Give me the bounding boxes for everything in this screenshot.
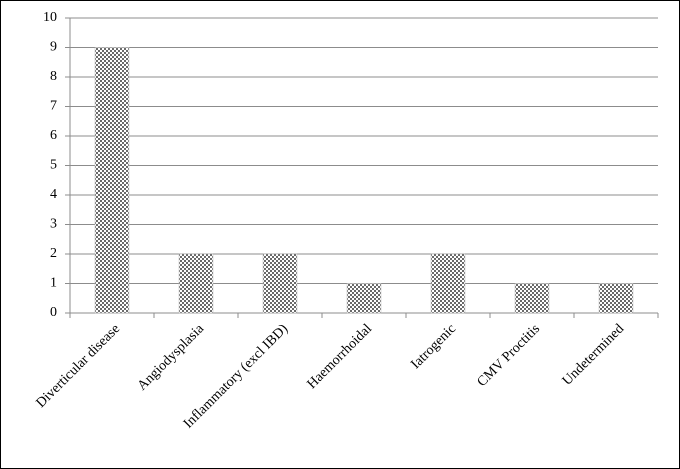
bar: [94, 47, 130, 314]
y-tick-label: 8: [50, 69, 57, 84]
bar: [598, 283, 634, 314]
y-tick-label: 4: [50, 187, 57, 202]
y-tick-label: 1: [50, 276, 57, 291]
y-tick-label: 2: [50, 246, 57, 261]
y-tick-label: 10: [43, 10, 57, 25]
y-tick-label: 6: [50, 128, 57, 143]
y-tick-label: 3: [50, 217, 57, 232]
y-tick-label: 5: [50, 158, 57, 173]
y-tick-label: 9: [50, 40, 57, 55]
bar: [514, 283, 550, 314]
bar: [346, 283, 382, 314]
bar: [430, 253, 466, 314]
y-tick-label: 0: [50, 305, 57, 320]
bar: [178, 253, 214, 314]
y-tick-label: 7: [50, 99, 57, 114]
bar: [262, 253, 298, 314]
